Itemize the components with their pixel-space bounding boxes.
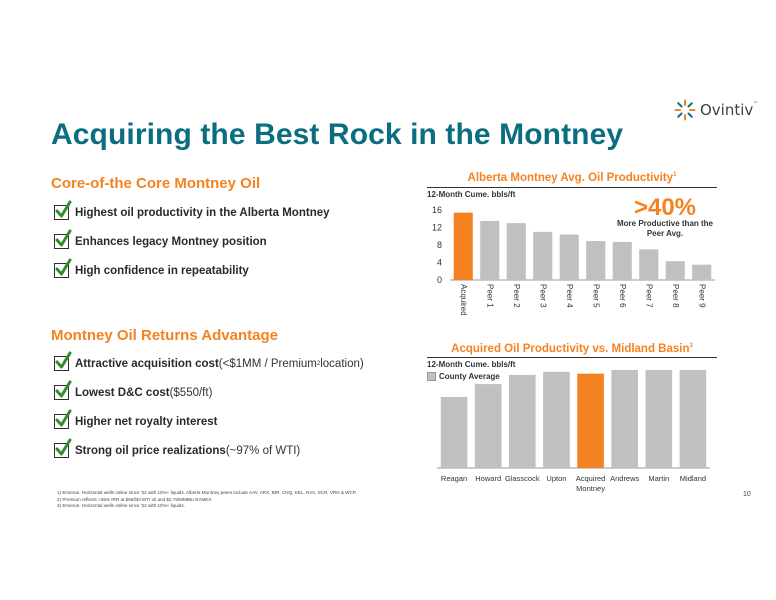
x-tick-label: Acquired — [576, 474, 606, 483]
company-logo: Ovintiv™ — [674, 97, 774, 123]
bar — [679, 370, 707, 468]
x-tick-label: Peer 9 — [698, 284, 707, 308]
chart2-svg: Reagan Howard Glasscock Upton AcquiredMontne… — [437, 370, 710, 493]
bar — [665, 261, 685, 280]
checkbox-checked-icon — [54, 380, 72, 400]
bullet-detail: (~97% of WTI) — [225, 444, 301, 457]
x-tick-label: Montney — [576, 484, 605, 493]
footnotes: 1) Enverus. Horizontal wells online sinc… — [57, 490, 357, 510]
x-tick-label: Peer 5 — [592, 284, 601, 308]
bullet-detail: location) — [320, 357, 364, 370]
page-title: Acquiring the Best Rock in the Montney — [51, 118, 624, 151]
x-tick-label: Peer 3 — [539, 284, 548, 308]
section-heading-returns: Montney Oil Returns Advantage — [51, 327, 278, 344]
x-tick-label: Howard — [475, 474, 501, 483]
x-tick-label: Peer 4 — [565, 284, 574, 308]
x-tick-label: Acquired — [459, 284, 468, 316]
footnote-line: 1) Enverus. Horizontal wells online sinc… — [57, 490, 357, 495]
checkbox-checked-icon — [54, 229, 72, 249]
bullet-item: High confidence in repeatability — [54, 258, 249, 278]
bullet-text: High confidence in repeatability — [75, 264, 249, 277]
bullet-item: Highest oil productivity in the Alberta … — [54, 200, 330, 220]
bar — [509, 374, 536, 468]
x-tick-label: Peer 8 — [671, 284, 680, 308]
x-tick-label: Peer 7 — [645, 284, 654, 308]
footnote-line: 2) Premium reflects >35% IRR at $55/bbl … — [57, 496, 213, 502]
chart1-svg: 0 4 8 12 16 Acquired Peer 1 Peer 2 Peer 3 Peer 4 P… — [432, 205, 715, 316]
bullet-item: Attractive acquisition cost (<$1MM / Pre… — [54, 351, 364, 371]
chart2-y-axis-title: 12-Month Cume. bbls/ft — [427, 360, 516, 369]
callout-percentage: >40% — [633, 194, 697, 221]
bullet-detail: ($550/ft) — [169, 386, 213, 399]
bar — [474, 384, 502, 468]
chart2-title: Acquired Oil Productivity vs. Midland Ba… — [451, 343, 693, 355]
bar — [692, 264, 712, 280]
bar — [612, 241, 632, 280]
checkbox-checked-icon — [54, 258, 72, 278]
data-label: 15.4 — [579, 370, 603, 373]
checkbox-checked-icon — [54, 200, 72, 220]
x-tick-label: Glasscock — [505, 474, 540, 483]
x-tick-label: Peer 1 — [486, 284, 495, 308]
checkbox-checked-icon — [54, 351, 72, 371]
x-tick-label: Upton — [546, 474, 566, 483]
checkbox-checked-icon — [54, 438, 72, 458]
bullet-detail: (<$1MM / Premium — [218, 357, 317, 370]
checkbox-checked-icon — [54, 409, 72, 429]
bullet-item: Enhances legacy Montney position — [54, 229, 267, 249]
bar — [453, 212, 473, 280]
legend-swatch — [427, 372, 436, 381]
ovintiv-burst-icon — [674, 99, 696, 121]
chart1-y-axis-title: 12-Month Cume. bbls/ft — [427, 190, 516, 199]
x-tick-label: Martin — [648, 474, 669, 483]
bullet-item: Strong oil price realizations (~97% of W… — [54, 438, 301, 458]
bar — [645, 370, 673, 468]
x-tick-label: Reagan — [441, 474, 467, 483]
bullet-item: Higher net royalty interest — [54, 409, 218, 429]
bullet-text: Attractive acquisition cost — [75, 357, 219, 370]
chart2-title-rule — [427, 357, 717, 358]
chart1-title: Alberta Montney Avg. Oil Productivity1 — [467, 172, 677, 184]
x-tick-label: Peer 2 — [512, 284, 521, 308]
bar — [611, 370, 638, 468]
bullet-text: Higher net royalty interest — [75, 415, 218, 428]
footnote-line: 3) Enverus. Horizontal wells online sinc… — [57, 503, 185, 508]
legend-label: County Average — [439, 372, 500, 381]
bar — [543, 371, 570, 468]
page-number: 10 — [743, 491, 751, 498]
bar — [639, 249, 659, 280]
footnote-marker: 2 — [316, 360, 321, 367]
bar — [559, 234, 579, 280]
bullet-text: Highest oil productivity in the Alberta … — [75, 206, 330, 219]
chart2-legend: County Average — [427, 372, 500, 381]
x-tick-label: Midland — [680, 474, 706, 483]
bar — [440, 396, 468, 468]
chart1-title-rule — [427, 187, 717, 188]
bar — [480, 220, 500, 280]
bullet-item: Lowest D&C cost ($550/ft) — [54, 380, 213, 400]
bar — [586, 241, 606, 280]
bar — [506, 223, 526, 280]
x-tick-label: Andrews — [610, 474, 639, 483]
bullet-text: Lowest D&C cost — [75, 386, 170, 399]
y-tick-label: 12 — [432, 223, 442, 233]
y-tick-label: 4 — [437, 258, 442, 268]
bar — [533, 231, 553, 280]
bullet-text: Enhances legacy Montney position — [75, 235, 267, 248]
bullet-text: Strong oil price realizations — [75, 444, 226, 457]
bar — [577, 373, 604, 468]
y-tick-label: 16 — [432, 205, 442, 215]
logo-text: Ovintiv™ — [700, 101, 759, 119]
section-heading-core: Core-of-the Core Montney Oil — [51, 175, 261, 192]
y-tick-label: 8 — [437, 240, 442, 250]
x-tick-label: Peer 6 — [618, 284, 627, 308]
y-tick-label: 0 — [437, 275, 442, 285]
callout-caption: More Productive than the Peer Avg. — [616, 219, 713, 238]
